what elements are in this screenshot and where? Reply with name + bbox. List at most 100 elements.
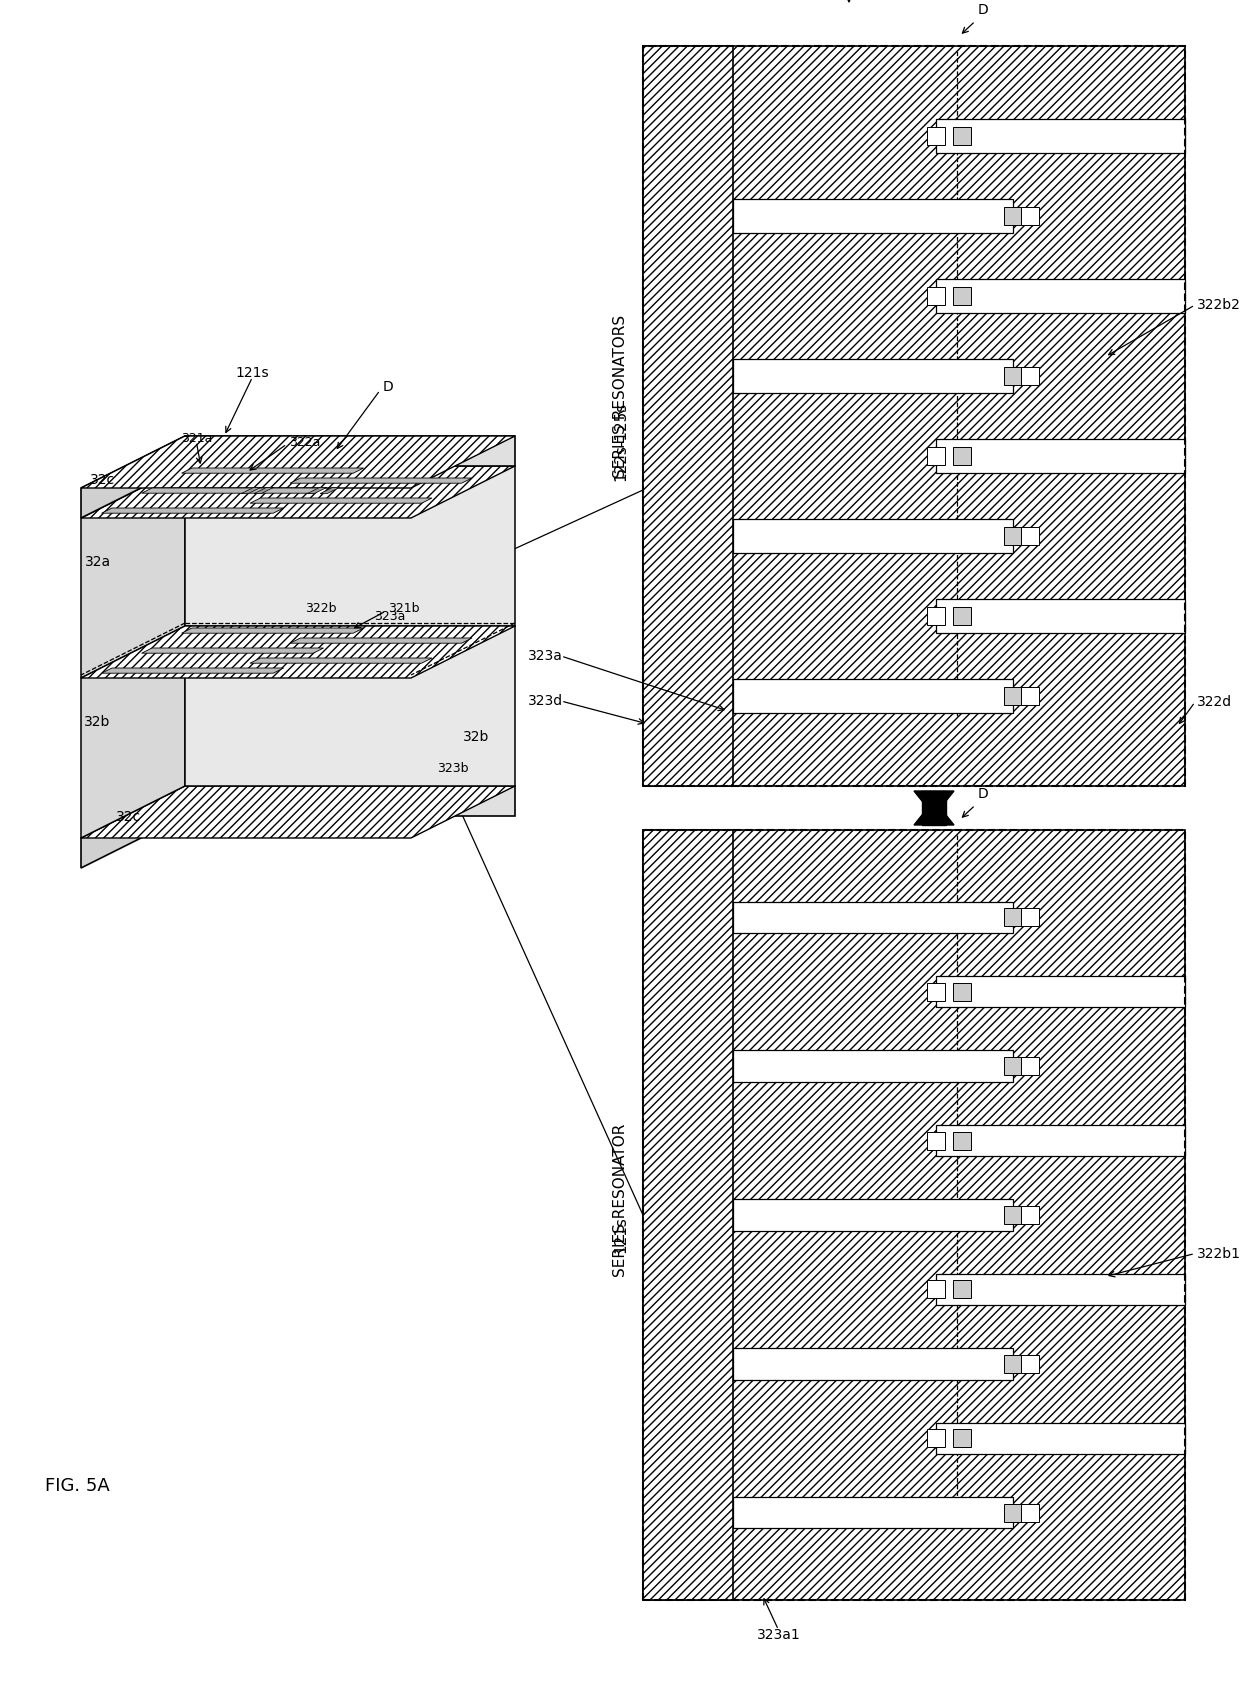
Text: 32c: 32c [89, 472, 115, 487]
Text: 121s: 121s [236, 366, 269, 379]
Polygon shape [644, 46, 1185, 786]
Polygon shape [102, 668, 284, 673]
Polygon shape [928, 1131, 945, 1150]
Polygon shape [954, 1430, 971, 1447]
Text: 321a: 321a [181, 432, 212, 445]
Polygon shape [936, 1125, 1185, 1157]
Polygon shape [1022, 528, 1039, 545]
Polygon shape [1004, 909, 1022, 926]
Polygon shape [141, 647, 324, 652]
Text: 321b: 321b [388, 602, 419, 615]
Polygon shape [1004, 686, 1022, 705]
Polygon shape [1022, 909, 1039, 926]
Text: D: D [977, 787, 988, 801]
Polygon shape [254, 487, 274, 494]
Polygon shape [1022, 1057, 1039, 1076]
Polygon shape [81, 465, 515, 518]
Polygon shape [1022, 207, 1039, 224]
Polygon shape [928, 607, 945, 626]
Polygon shape [250, 658, 432, 663]
Polygon shape [928, 447, 945, 465]
Polygon shape [1004, 368, 1022, 384]
Polygon shape [733, 199, 1013, 233]
Polygon shape [81, 437, 515, 487]
Polygon shape [733, 1050, 1013, 1082]
Polygon shape [954, 607, 971, 626]
Polygon shape [320, 487, 340, 494]
Polygon shape [1004, 207, 1022, 224]
Polygon shape [733, 1199, 1013, 1231]
Polygon shape [81, 786, 515, 838]
Polygon shape [644, 46, 733, 786]
Polygon shape [185, 465, 515, 626]
Bar [644, 46, 1185, 786]
Polygon shape [1004, 1356, 1022, 1372]
Polygon shape [81, 626, 515, 678]
Polygon shape [644, 830, 733, 1600]
Polygon shape [250, 497, 432, 502]
Text: 32b: 32b [84, 715, 110, 728]
Polygon shape [733, 1349, 1013, 1379]
Polygon shape [81, 786, 185, 868]
Text: 32c: 32c [115, 809, 141, 823]
Polygon shape [936, 438, 1185, 472]
Text: 322b1: 322b1 [1197, 1246, 1240, 1261]
Polygon shape [733, 359, 1013, 393]
Text: 323a: 323a [374, 610, 405, 622]
Text: D: D [383, 379, 394, 395]
Text: 322b: 322b [305, 602, 337, 615]
Text: 323d: 323d [528, 695, 563, 708]
Text: 322d: 322d [1197, 695, 1233, 710]
Polygon shape [928, 287, 945, 305]
Text: 122s-125s: 122s-125s [613, 401, 627, 481]
Polygon shape [1004, 1205, 1022, 1224]
Polygon shape [181, 469, 363, 474]
Text: 32b: 32b [463, 730, 489, 744]
Polygon shape [936, 599, 1185, 632]
Polygon shape [954, 126, 971, 145]
Polygon shape [242, 487, 260, 494]
Polygon shape [185, 437, 515, 465]
Polygon shape [141, 487, 324, 494]
Polygon shape [936, 120, 1185, 153]
Polygon shape [290, 637, 472, 642]
Polygon shape [928, 983, 945, 1001]
Text: 32a: 32a [84, 555, 110, 568]
Polygon shape [81, 465, 185, 678]
Polygon shape [914, 791, 954, 816]
Polygon shape [954, 983, 971, 1001]
Polygon shape [290, 479, 472, 484]
Polygon shape [733, 679, 1013, 713]
Text: 322a: 322a [289, 435, 320, 448]
Polygon shape [1022, 1356, 1039, 1372]
Polygon shape [923, 791, 946, 824]
Text: 323a: 323a [528, 649, 563, 663]
Text: 322b2: 322b2 [1197, 298, 1240, 312]
Polygon shape [1004, 1057, 1022, 1076]
Polygon shape [1022, 1205, 1039, 1224]
Polygon shape [914, 799, 954, 824]
Polygon shape [733, 519, 1013, 553]
Polygon shape [954, 287, 971, 305]
Polygon shape [928, 1280, 945, 1298]
Polygon shape [1022, 368, 1039, 384]
Text: 323b: 323b [438, 762, 469, 776]
Polygon shape [185, 626, 515, 786]
Polygon shape [733, 1497, 1013, 1529]
Polygon shape [1022, 686, 1039, 705]
Polygon shape [644, 830, 1185, 1600]
Polygon shape [936, 1275, 1185, 1305]
Polygon shape [928, 1430, 945, 1447]
Text: SERIES RESONATORS: SERIES RESONATORS [613, 314, 627, 477]
Text: SERIES RESONATOR: SERIES RESONATOR [613, 1123, 627, 1276]
Polygon shape [936, 280, 1185, 314]
Polygon shape [181, 627, 363, 634]
Text: D: D [977, 3, 988, 17]
Text: FIG. 5A: FIG. 5A [45, 1477, 110, 1495]
Polygon shape [936, 1423, 1185, 1453]
Polygon shape [185, 786, 515, 816]
Polygon shape [102, 507, 284, 513]
Polygon shape [954, 447, 971, 465]
Bar [644, 830, 1185, 1600]
Polygon shape [733, 902, 1013, 932]
